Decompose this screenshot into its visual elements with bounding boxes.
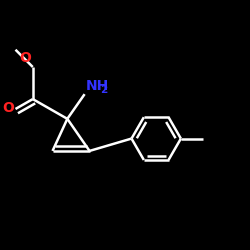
Text: O: O xyxy=(2,101,14,115)
Text: O: O xyxy=(20,50,32,64)
Text: 2: 2 xyxy=(100,86,108,96)
Text: NH: NH xyxy=(86,79,109,93)
